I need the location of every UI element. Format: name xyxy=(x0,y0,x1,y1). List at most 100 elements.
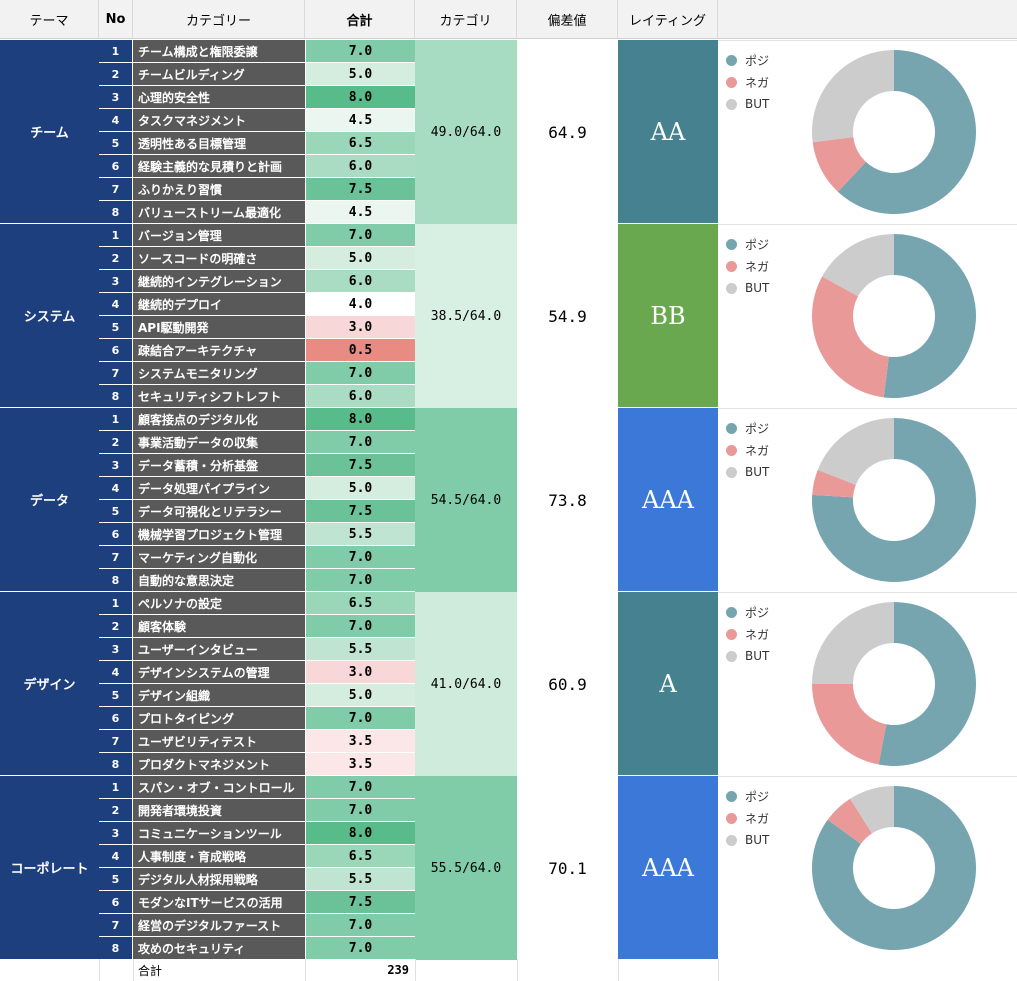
category-name: ペルソナの設定 xyxy=(133,592,305,615)
score-cell: 7.0 xyxy=(305,546,415,569)
score-cell: 5.5 xyxy=(305,868,415,891)
rating-badge: AAA xyxy=(618,776,718,960)
legend-dot-icon xyxy=(726,260,737,272)
header-theme: テーマ xyxy=(0,0,99,39)
category-name: 自動的な意思決定 xyxy=(133,569,305,592)
category-sum: 54.5/64.0 xyxy=(415,408,517,592)
rating-badge: AAA xyxy=(618,408,718,592)
row-number: 8 xyxy=(99,753,133,776)
footer-divider xyxy=(99,959,100,981)
row-number: 2 xyxy=(99,63,133,86)
score-cell: 7.5 xyxy=(305,454,415,477)
legend-dot-icon xyxy=(726,606,737,618)
category-name: 経営のデジタルファースト xyxy=(133,914,305,937)
legend-dot-icon xyxy=(726,650,737,662)
category-name: ソースコードの明確さ xyxy=(133,247,305,270)
deviation-value: 60.9 xyxy=(517,592,618,776)
category-name: データ処理パイプライン xyxy=(133,477,305,500)
category-name: 機械学習プロジェクト管理 xyxy=(133,523,305,546)
legend-dot-icon xyxy=(726,98,737,110)
legend-item: ポジ xyxy=(726,417,769,439)
legend-label: ポジ xyxy=(745,237,770,252)
category-name: マーケティング自動化 xyxy=(133,546,305,569)
donut-slice-but xyxy=(850,786,894,834)
score-cell: 3.5 xyxy=(305,753,415,776)
legend-label: ネガ xyxy=(745,259,770,274)
category-sum: 55.5/64.0 xyxy=(415,776,517,960)
legend-label: ポジ xyxy=(745,421,770,436)
theme-cell: コーポレート xyxy=(0,776,99,960)
category-name: バリューストリーム最適化 xyxy=(133,201,305,224)
header-deviation: 偏差値 xyxy=(517,0,618,39)
footer-divider xyxy=(133,959,134,981)
score-cell: 8.0 xyxy=(305,86,415,109)
legend-item: BUT xyxy=(726,277,769,299)
legend-dot-icon xyxy=(726,76,737,88)
category-name: チームビルディング xyxy=(133,63,305,86)
row-number: 2 xyxy=(99,615,133,638)
footer-total-value: 239 xyxy=(387,963,409,977)
legend-item: ネガ xyxy=(726,623,769,645)
row-number: 3 xyxy=(99,454,133,477)
row-number: 7 xyxy=(99,730,133,753)
rating-badge: AA xyxy=(618,40,718,224)
category-sum: 49.0/64.0 xyxy=(415,40,517,224)
category-name: 開発者環境投資 xyxy=(133,799,305,822)
score-cell: 6.0 xyxy=(305,385,415,408)
legend-label: BUT xyxy=(745,281,770,295)
score-cell: 7.0 xyxy=(305,776,415,799)
row-number: 4 xyxy=(99,661,133,684)
score-cell: 7.0 xyxy=(305,224,415,247)
category-name: モダンなITサービスの活用 xyxy=(133,891,305,914)
legend-label: BUT xyxy=(745,465,770,479)
legend-label: BUT xyxy=(745,649,770,663)
score-cell: 4.5 xyxy=(305,201,415,224)
legend-item: ポジ xyxy=(726,233,769,255)
row-number: 7 xyxy=(99,178,133,201)
legend-item: BUT xyxy=(726,645,769,667)
donut-chart-cell: ポジ ネガ BUT xyxy=(718,592,1017,776)
row-number: 6 xyxy=(99,339,133,362)
donut-chart xyxy=(812,786,976,950)
category-name: バージョン管理 xyxy=(133,224,305,247)
score-cell: 7.0 xyxy=(305,362,415,385)
rating-badge: A xyxy=(618,592,718,776)
category-name: 攻めのセキュリティ xyxy=(133,937,305,960)
score-cell: 6.5 xyxy=(305,592,415,615)
donut-chart xyxy=(812,234,976,398)
donut-slice-negative xyxy=(812,684,887,765)
row-number: 5 xyxy=(99,684,133,707)
footer-divider xyxy=(305,959,306,981)
category-name: デザインシステムの管理 xyxy=(133,661,305,684)
theme-cell: デザイン xyxy=(0,592,99,776)
header-no: No xyxy=(99,0,133,39)
donut-slice-but xyxy=(812,602,894,684)
score-cell: 8.0 xyxy=(305,408,415,431)
donut-chart-cell: ポジ ネガ BUT xyxy=(718,776,1017,960)
score-cell: 7.0 xyxy=(305,569,415,592)
legend-dot-icon xyxy=(726,834,737,846)
category-name: 経験主義的な見積りと計画 xyxy=(133,155,305,178)
legend-dot-icon xyxy=(726,422,737,434)
legend-item: BUT xyxy=(726,461,769,483)
legend-dot-icon xyxy=(726,466,737,478)
category-name: データ蓄積・分析基盤 xyxy=(133,454,305,477)
donut-chart-cell: ポジ ネガ BUT xyxy=(718,40,1017,224)
row-number: 4 xyxy=(99,293,133,316)
score-cell: 7.0 xyxy=(305,40,415,63)
row-number: 1 xyxy=(99,40,133,63)
category-name: 心理的安全性 xyxy=(133,86,305,109)
category-name: チーム構成と権限委譲 xyxy=(133,40,305,63)
legend-item: ネガ xyxy=(726,71,769,93)
theme-cell: システム xyxy=(0,224,99,408)
score-cell: 3.0 xyxy=(305,661,415,684)
row-number: 1 xyxy=(99,224,133,247)
row-number: 1 xyxy=(99,408,133,431)
footer-divider xyxy=(718,959,719,981)
category-name: スパン・オブ・コントロール xyxy=(133,776,305,799)
category-name: 透明性ある目標管理 xyxy=(133,132,305,155)
chart-legend: ポジネガ BUT xyxy=(726,233,769,299)
row-number: 5 xyxy=(99,132,133,155)
legend-dot-icon xyxy=(726,54,737,66)
row-number: 8 xyxy=(99,569,133,592)
